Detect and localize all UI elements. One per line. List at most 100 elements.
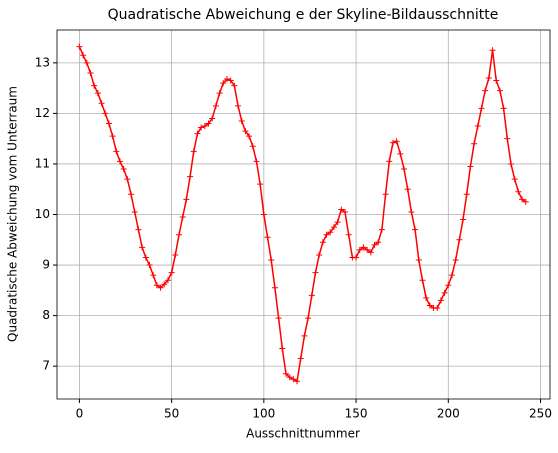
marker	[98, 100, 105, 107]
y-tick-label: 9	[42, 258, 50, 272]
marker	[260, 211, 267, 218]
marker	[135, 226, 142, 233]
marker	[323, 231, 330, 238]
marker	[102, 110, 109, 117]
marker	[105, 120, 112, 127]
marker	[419, 277, 426, 284]
marker	[367, 249, 374, 256]
marker	[415, 256, 422, 263]
marker	[253, 158, 260, 165]
marker	[190, 148, 197, 155]
marker	[397, 150, 404, 157]
chart-title: Quadratische Abweichung e der Skyline-Bi…	[108, 7, 499, 23]
marker	[238, 117, 245, 124]
marker	[408, 208, 415, 215]
x-tick-label: 150	[345, 407, 368, 421]
marker	[389, 139, 396, 146]
plot-frame	[56, 29, 551, 400]
marker	[404, 186, 411, 193]
marker	[201, 123, 208, 130]
x-tick-label: 250	[529, 407, 552, 421]
x-axis-label: Ausschnittnummer	[246, 427, 360, 441]
marker	[176, 231, 183, 238]
marker	[345, 231, 352, 238]
marker	[194, 130, 201, 137]
marker	[393, 138, 400, 145]
marker	[146, 262, 153, 269]
y-tick-label: 13	[35, 55, 50, 69]
y-tick-label: 11	[35, 156, 50, 170]
marker	[91, 82, 98, 89]
marker	[216, 90, 223, 97]
marker	[515, 188, 522, 195]
marker	[504, 135, 511, 142]
marker	[489, 47, 496, 54]
marker	[290, 376, 297, 383]
marker	[246, 133, 253, 140]
marker	[220, 80, 227, 87]
marker	[164, 277, 171, 284]
marker	[223, 76, 230, 83]
x-tick-label: 50	[164, 407, 179, 421]
marker	[434, 305, 441, 312]
marker	[94, 90, 101, 97]
marker	[286, 374, 293, 381]
marker	[179, 214, 186, 221]
marker	[452, 256, 459, 263]
marker	[116, 158, 123, 165]
marker	[493, 77, 500, 84]
marker	[109, 133, 116, 140]
marker	[153, 282, 160, 289]
marker	[360, 244, 367, 251]
marker	[271, 284, 278, 291]
marker	[478, 105, 485, 112]
marker	[209, 115, 216, 122]
marker	[386, 158, 393, 165]
x-tick-label: 100	[252, 407, 275, 421]
y-tick-label: 10	[35, 207, 50, 221]
marker	[445, 282, 452, 289]
marker	[482, 87, 489, 94]
marker	[507, 160, 514, 167]
marker	[353, 254, 360, 261]
marker	[257, 181, 264, 188]
y-axis-label: Quadratische Abweichung vom Unterraum	[6, 86, 20, 342]
marker	[128, 191, 135, 198]
marker	[124, 176, 131, 183]
marker	[212, 102, 219, 109]
marker	[496, 87, 503, 94]
marker	[364, 246, 371, 253]
marker	[426, 302, 433, 309]
marker	[448, 272, 455, 279]
marker	[301, 332, 308, 339]
marker	[142, 254, 149, 261]
marker	[522, 198, 529, 205]
marker	[319, 239, 326, 246]
marker	[341, 208, 348, 215]
marker	[305, 315, 312, 322]
marker	[187, 173, 194, 180]
y-tick-label: 12	[35, 106, 50, 120]
marker	[139, 244, 146, 251]
marker	[268, 256, 275, 263]
x-tick-label: 0	[76, 407, 84, 421]
marker	[511, 176, 518, 183]
marker	[183, 196, 190, 203]
x-tick-label: 200	[437, 407, 460, 421]
marker	[150, 272, 157, 279]
marker	[467, 163, 474, 170]
marker	[80, 52, 87, 59]
marker	[168, 269, 175, 276]
marker	[198, 124, 205, 131]
marker	[334, 219, 341, 226]
marker	[356, 246, 363, 253]
marker	[412, 226, 419, 233]
marker	[456, 236, 463, 243]
marker	[500, 105, 507, 112]
marker	[235, 102, 242, 109]
line	[78, 46, 527, 383]
marker	[120, 166, 127, 173]
marker	[264, 234, 271, 241]
marker	[131, 208, 138, 215]
